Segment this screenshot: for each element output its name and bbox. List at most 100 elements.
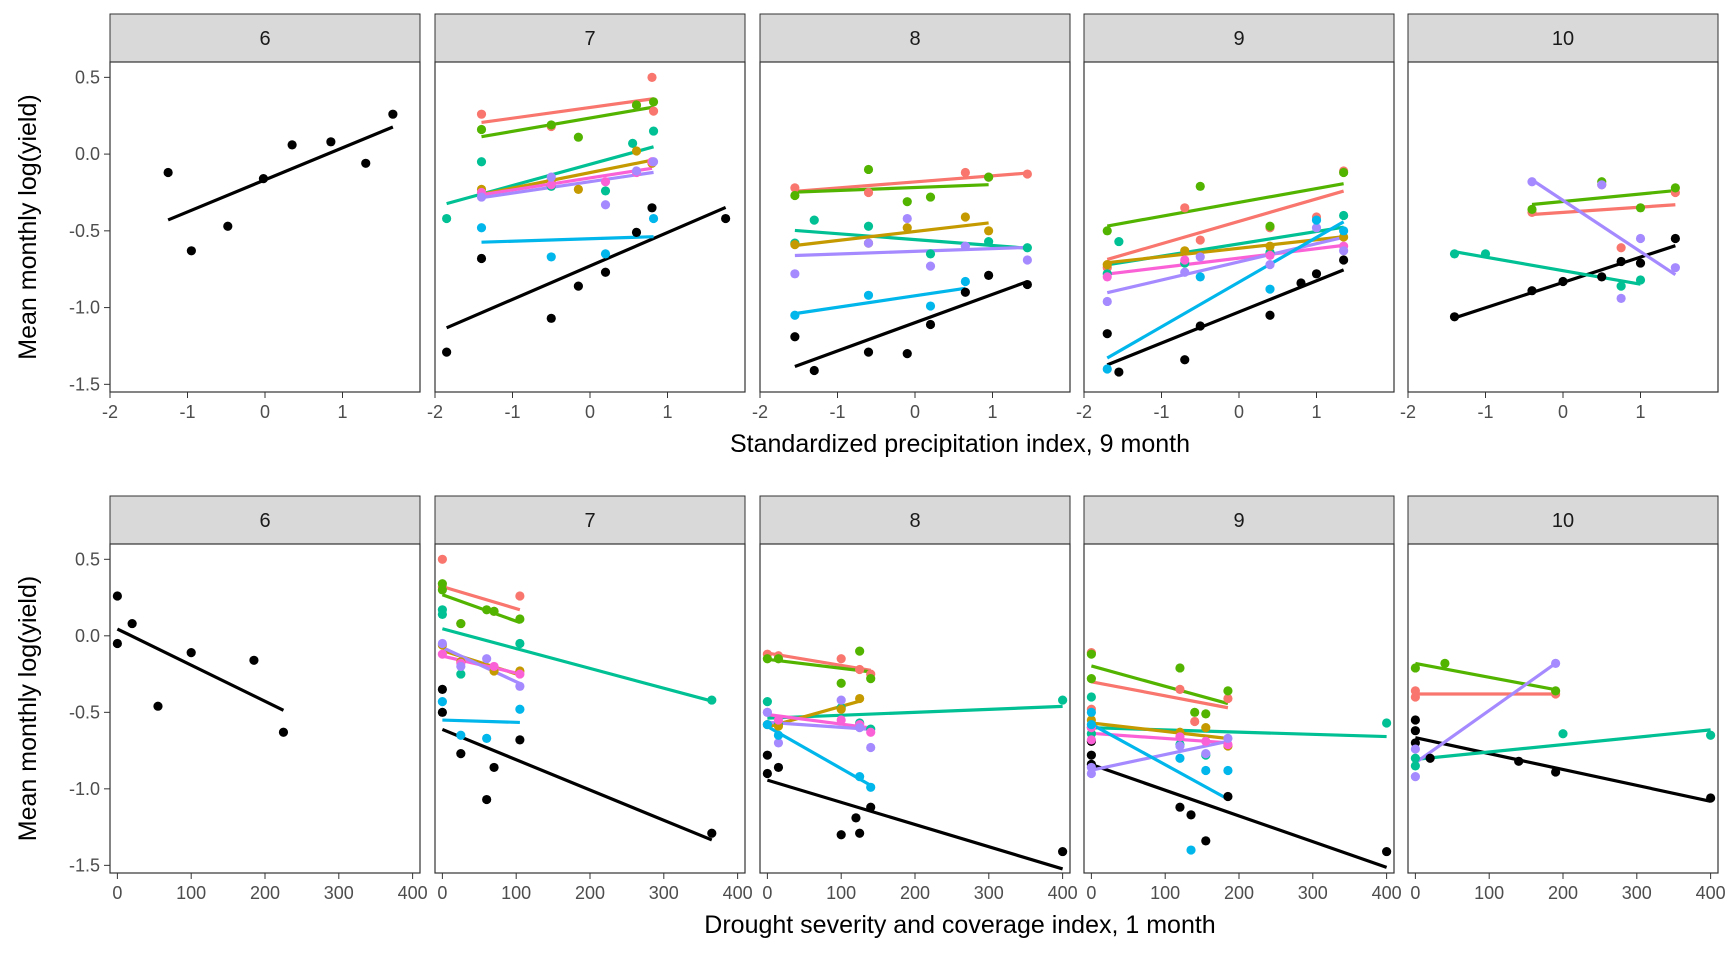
- trend-line-cyan: [794, 286, 966, 316]
- facet-panel-10: 10 -2 -1 0 1: [1400, 13, 1719, 422]
- data-point-black: [1086, 750, 1096, 760]
- data-point-black: [442, 347, 452, 357]
- trend-line-pink: [767, 712, 871, 730]
- x-tick-label: -2: [102, 402, 118, 422]
- data-point-pink: [515, 669, 525, 679]
- data-point-olive: [1201, 723, 1211, 733]
- data-point-green: [476, 124, 487, 135]
- x-tick-label: 100: [826, 883, 856, 903]
- data-point-black: [1527, 286, 1537, 296]
- data-point-teal: [1114, 236, 1124, 247]
- data-point-black: [258, 174, 269, 184]
- data-point-purple: [437, 638, 447, 649]
- data-point-green: [984, 172, 994, 182]
- data-point-black: [1706, 793, 1716, 803]
- data-point-olive: [836, 704, 846, 714]
- data-point-red: [1022, 169, 1032, 179]
- facet-panel-6: 6 -2 -1 0 1 -1.5 -1.0 -0.5 0.0 0.5: [69, 13, 421, 422]
- data-point-black: [112, 591, 122, 601]
- data-point-olive: [960, 212, 970, 222]
- data-point-purple: [1339, 246, 1349, 256]
- x-tick-label: 0: [585, 402, 595, 422]
- data-point-black: [1551, 767, 1561, 777]
- x-tick-label: -2: [1076, 402, 1092, 422]
- data-point-black: [1597, 272, 1607, 282]
- trend-line-teal: [441, 627, 713, 703]
- data-point-black: [855, 828, 865, 838]
- data-point-black: [287, 140, 297, 150]
- data-point-olive: [1102, 260, 1112, 270]
- data-point-cyan: [456, 730, 466, 740]
- x-tick-label: 1: [337, 402, 347, 422]
- data-point-teal: [1558, 729, 1568, 739]
- facet-panel-7: 7 0 100 200 300 400: [434, 495, 753, 903]
- data-point-cyan: [482, 733, 492, 743]
- x-tick-label: 0: [1086, 883, 1096, 903]
- data-point-teal: [863, 221, 874, 231]
- facet-panel-8: 8 0 100 200 300 400: [759, 495, 1078, 903]
- data-point-purple: [773, 738, 784, 748]
- data-point-cyan: [1339, 226, 1349, 236]
- chart-row-1: 6-2 -1 0 1-1.5-1.0-0.50.00.57-2 -1 0 18-2 -1 0 19…: [14, 13, 1719, 458]
- trend-line-red: [767, 651, 871, 672]
- trend-line-cyan: [1106, 220, 1345, 360]
- data-point-teal: [1616, 281, 1626, 291]
- data-point-cyan: [1195, 272, 1205, 282]
- x-tick-label: 400: [1696, 883, 1726, 903]
- x-tick-label: 1: [987, 402, 997, 422]
- data-point-black: [361, 158, 371, 168]
- data-point-teal: [648, 126, 659, 136]
- data-point-cyan: [1311, 215, 1322, 225]
- trend-line-purple: [767, 720, 871, 731]
- data-point-green: [855, 646, 865, 656]
- data-point-teal: [1382, 718, 1392, 728]
- x-tick-label: 300: [1298, 883, 1328, 903]
- x-tick-label: 1: [1635, 402, 1645, 422]
- data-point-black: [1449, 312, 1460, 322]
- trend-line-black: [1415, 736, 1711, 803]
- data-point-black: [546, 313, 556, 323]
- data-point-black: [1022, 279, 1032, 290]
- trend-line-purple: [441, 645, 521, 685]
- data-point-purple: [600, 200, 611, 210]
- plot-panel: [1407, 61, 1719, 393]
- facet-strip-label: 6: [259, 510, 270, 532]
- data-point-purple: [1527, 177, 1537, 187]
- data-point-teal: [600, 186, 611, 196]
- data-point-purple: [1102, 296, 1112, 307]
- facet-strip: [1083, 13, 1395, 63]
- trend-line-purple: [1091, 739, 1229, 772]
- trend-line-green: [1090, 664, 1229, 706]
- data-point-teal: [1058, 695, 1068, 705]
- data-point-red: [437, 554, 447, 564]
- facet-strip: [759, 13, 1071, 63]
- x-tick-label: 0: [762, 883, 772, 903]
- data-point-black: [1616, 256, 1626, 267]
- data-point-green: [762, 654, 772, 664]
- x-tick-label: -2: [427, 402, 443, 422]
- data-point-red: [1195, 235, 1205, 245]
- trend-line-green: [1415, 661, 1556, 692]
- data-point-cyan: [1086, 719, 1096, 730]
- data-point-black: [790, 332, 800, 342]
- data-point-black: [1558, 276, 1568, 287]
- data-point-green: [1410, 663, 1420, 673]
- data-point-black: [1186, 810, 1196, 820]
- data-point-purple: [1635, 233, 1646, 244]
- trend-line-purple: [1106, 235, 1344, 295]
- trend-line-green: [1106, 182, 1344, 228]
- data-point-black: [1114, 367, 1124, 377]
- x-axis-title: Drought severity and coverage index, 1 m…: [704, 911, 1215, 939]
- data-point-purple: [1086, 768, 1096, 779]
- facet-strip: [434, 495, 746, 545]
- data-point-green: [1201, 709, 1211, 719]
- data-point-teal: [707, 695, 717, 705]
- data-point-olive: [631, 146, 642, 156]
- data-point-green: [925, 192, 936, 202]
- trend-line-green: [441, 593, 521, 625]
- plot-panel: [109, 61, 421, 393]
- trend-line-black: [1090, 763, 1388, 869]
- data-point-black: [1175, 802, 1185, 812]
- data-point-green: [836, 678, 846, 688]
- data-point-black: [1180, 355, 1190, 365]
